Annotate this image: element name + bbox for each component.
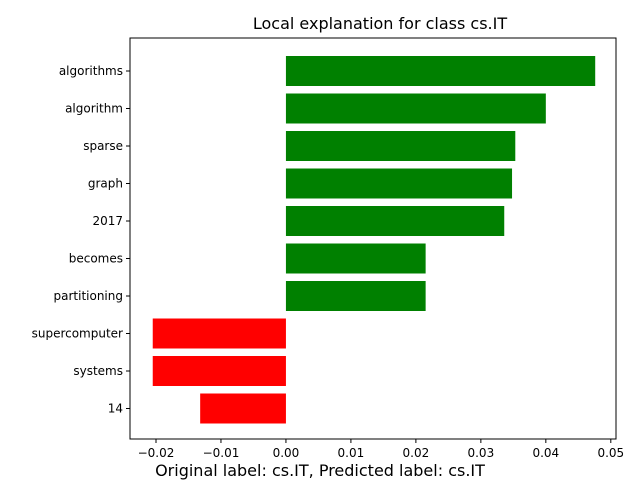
y-tick-label: algorithm xyxy=(65,102,123,116)
y-tick-label: becomes xyxy=(69,252,123,266)
y-tick-label: algorithms xyxy=(59,64,123,78)
bar-14 xyxy=(200,393,286,424)
y-tick-label: systems xyxy=(73,364,123,378)
bar-becomes xyxy=(285,243,426,274)
chart-title: Local explanation for class cs.IT xyxy=(253,14,508,33)
x-tick-label: −0.01 xyxy=(203,446,240,460)
y-tick-label: 14 xyxy=(108,402,123,416)
bars-group xyxy=(152,56,596,424)
bar-2017 xyxy=(285,206,505,236)
x-tick-label: −0.02 xyxy=(138,446,175,460)
bar-sparse xyxy=(285,131,516,161)
y-tick-label: sparse xyxy=(83,139,123,153)
y-tick-label: 2017 xyxy=(92,214,123,228)
bar-algorithms xyxy=(285,56,596,86)
x-axis-ticks: −0.02 −0.01 0.00 0.01 0.02 0.03 0.04 0.05 xyxy=(138,439,624,460)
bar-partitioning xyxy=(285,281,426,311)
label-footer: Original label: cs.IT, Predicted label: … xyxy=(155,461,485,480)
bar-supercomputer xyxy=(152,318,286,349)
x-tick-label: 0.04 xyxy=(532,446,559,460)
y-tick-label: supercomputer xyxy=(32,327,123,341)
plot-frame xyxy=(129,37,617,440)
y-tick-label: graph xyxy=(88,177,123,191)
x-tick-label: 0.03 xyxy=(467,446,494,460)
y-tick-label: partitioning xyxy=(54,289,124,303)
x-tick-label: 0.05 xyxy=(597,446,624,460)
x-tick-label: 0.00 xyxy=(273,446,300,460)
bar-algorithm xyxy=(285,93,546,124)
bar-systems xyxy=(152,356,286,386)
x-tick-label: 0.02 xyxy=(403,446,430,460)
x-tick-label: 0.01 xyxy=(338,446,365,460)
y-axis-ticks: algorithms algorithm sparse graph 2017 become… xyxy=(32,64,130,416)
bar-graph xyxy=(285,168,513,199)
